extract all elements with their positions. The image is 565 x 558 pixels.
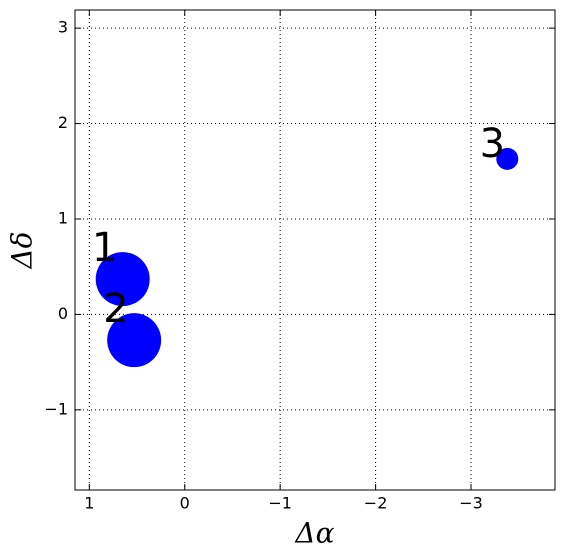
y-tick-label: 3: [58, 18, 68, 37]
x-axis-label: Δα: [294, 517, 334, 550]
point: [95, 252, 150, 307]
y-tick-label: −1: [44, 399, 68, 418]
point: [107, 313, 162, 368]
y-tick-label: 0: [58, 304, 68, 323]
y-tick-label: 2: [58, 113, 68, 132]
x-tick-label: −3: [459, 494, 483, 513]
point-label: 1: [92, 225, 117, 271]
x-tick-label: −2: [364, 494, 388, 513]
x-tick-label: 1: [84, 494, 94, 513]
point-label: 2: [103, 286, 128, 332]
y-axis-label: Δδ: [6, 231, 39, 269]
x-tick-label: 0: [180, 494, 190, 513]
plot-frame: [74, 9, 556, 491]
point-label: 3: [480, 121, 505, 167]
point: [496, 147, 519, 170]
y-tick-label: 1: [58, 208, 68, 227]
x-tick-label: −1: [268, 494, 292, 513]
